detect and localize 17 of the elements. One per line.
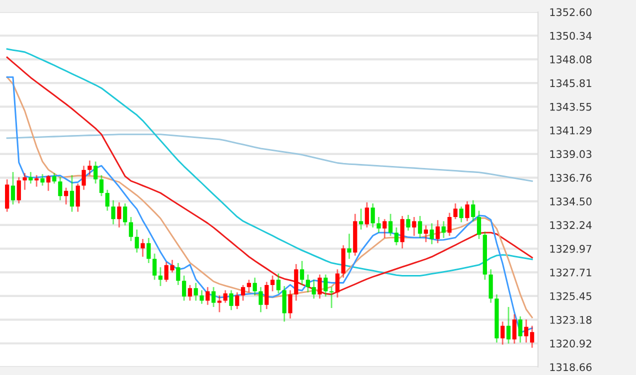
y-tick-label: 1341.29 bbox=[550, 126, 592, 134]
y-tick-label: 1336.76 bbox=[550, 174, 592, 182]
y-tick-label: 1327.71 bbox=[550, 268, 592, 276]
y-tick-label: 1318.66 bbox=[550, 363, 592, 372]
y-tick-label: 1329.97 bbox=[550, 244, 592, 253]
y-tick-label: 1325.45 bbox=[550, 292, 592, 300]
y-tick-label: 1352.60 bbox=[550, 8, 592, 16]
y-tick-label: 1339.03 bbox=[550, 150, 592, 158]
line-series bbox=[6, 134, 533, 182]
y-tick-label: 1343.55 bbox=[550, 102, 592, 111]
y-tick-label: 1320.92 bbox=[550, 340, 592, 348]
y-tick-label: 1350.34 bbox=[550, 32, 592, 40]
y-tick-label: 1334.50 bbox=[550, 198, 592, 206]
y-tick-label: 1323.18 bbox=[550, 316, 592, 324]
y-tick-label: 1332.24 bbox=[550, 221, 592, 230]
y-tick-label: 1348.08 bbox=[550, 56, 592, 64]
y-tick-label: 1345.81 bbox=[550, 79, 592, 88]
